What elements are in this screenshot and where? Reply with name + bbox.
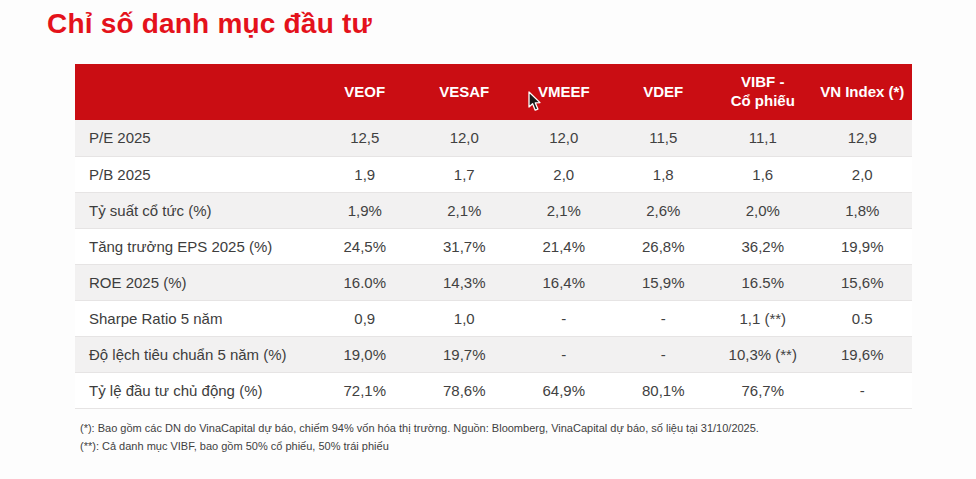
cell-value: 2,0 [813, 156, 913, 192]
cell-value: 10,3% (**) [713, 336, 813, 372]
cell-value: 1,8 [614, 156, 714, 192]
row-label: Độ lệch tiêu chuẩn 5 năm (%) [75, 336, 315, 372]
table-row: Tăng trưởng EPS 2025 (%)24,5%31,7%21,4%2… [75, 228, 912, 264]
cell-value: 16.0% [315, 264, 415, 300]
cell-value: 2,0% [713, 192, 813, 228]
cell-value: 72,1% [315, 372, 415, 408]
column-header-6: VN Index (*) [813, 64, 913, 120]
row-label: Sharpe Ratio 5 năm [75, 300, 315, 336]
column-header-5: VIBF - Cổ phiếu [713, 64, 813, 120]
cell-value: 26,8% [614, 228, 714, 264]
cell-value: 2,1% [415, 192, 515, 228]
cell-value: - [614, 336, 714, 372]
cell-value: 24,5% [315, 228, 415, 264]
cell-value: 19,9% [813, 228, 913, 264]
column-header-4: VDEF [614, 64, 714, 120]
cell-value: 1,0 [415, 300, 515, 336]
footnotes: (*): Bao gồm các DN do VinaCapital dự bá… [80, 420, 759, 456]
cell-value: 80,1% [614, 372, 714, 408]
column-header-metric [75, 64, 315, 120]
cell-value: 16.5% [713, 264, 813, 300]
row-label: Tăng trưởng EPS 2025 (%) [75, 228, 315, 264]
cell-value: 15,9% [614, 264, 714, 300]
cell-value: - [514, 336, 614, 372]
cell-value: 2,6% [614, 192, 714, 228]
cell-value: 16,4% [514, 264, 614, 300]
page-title: Chỉ số danh mục đầu tư [47, 8, 372, 40]
cell-value: 1,8% [813, 192, 913, 228]
cell-value: 12,5 [315, 120, 415, 156]
cell-value: 36,2% [713, 228, 813, 264]
cell-value: 64,9% [514, 372, 614, 408]
table-row: Tỷ lệ đầu tư chủ động (%)72,1%78,6%64,9%… [75, 372, 912, 408]
cell-value: 12,9 [813, 120, 913, 156]
cell-value: - [614, 300, 714, 336]
row-label: P/B 2025 [75, 156, 315, 192]
table-row: Tỷ suất cổ tức (%)1,9%2,1%2,1%2,6%2,0%1,… [75, 192, 912, 228]
cell-value: 15,6% [813, 264, 913, 300]
cell-value: 21,4% [514, 228, 614, 264]
table-row: ROE 2025 (%)16.0%14,3%16,4%15,9%16.5%15,… [75, 264, 912, 300]
cell-value: 0,9 [315, 300, 415, 336]
column-header-2: VESAF [415, 64, 515, 120]
row-label: ROE 2025 (%) [75, 264, 315, 300]
cell-value: 76,7% [713, 372, 813, 408]
cell-value: 12,0 [514, 120, 614, 156]
table-row: P/E 202512,512,012,011,511,112,9 [75, 120, 912, 156]
cell-value: - [813, 372, 913, 408]
cell-value: 14,3% [415, 264, 515, 300]
table-row: Sharpe Ratio 5 năm0,91,0--1,1 (**)0.5 [75, 300, 912, 336]
row-label: Tỷ lệ đầu tư chủ động (%) [75, 372, 315, 408]
cell-value: 1,9% [315, 192, 415, 228]
cell-value: 19,7% [415, 336, 515, 372]
cell-value: 78,6% [415, 372, 515, 408]
cell-value: 1,9 [315, 156, 415, 192]
table-row: P/B 20251,91,72,01,81,62,0 [75, 156, 912, 192]
cell-value: 1,1 (**) [713, 300, 813, 336]
cell-value: 11,1 [713, 120, 813, 156]
cell-value: 12,0 [415, 120, 515, 156]
table-body: P/E 202512,512,012,011,511,112,9P/B 2025… [75, 120, 912, 408]
cell-value: 2,1% [514, 192, 614, 228]
cell-value: - [514, 300, 614, 336]
footnote-double-asterisk: (**): Cả danh mục VIBF, bao gồm 50% cổ p… [80, 438, 759, 456]
slide: Chỉ số danh mục đầu tư VEOFVESAFVMEEFVDE… [0, 0, 976, 479]
footnote-asterisk: (*): Bao gồm các DN do VinaCapital dự bá… [80, 420, 759, 438]
table-row: Độ lệch tiêu chuẩn 5 năm (%)19,0%19,7%--… [75, 336, 912, 372]
cell-value: 1,7 [415, 156, 515, 192]
column-header-3: VMEEF [514, 64, 614, 120]
cell-value: 19,6% [813, 336, 913, 372]
row-label: P/E 2025 [75, 120, 315, 156]
cell-value: 0.5 [813, 300, 913, 336]
column-header-1: VEOF [315, 64, 415, 120]
cell-value: 11,5 [614, 120, 714, 156]
cell-value: 31,7% [415, 228, 515, 264]
portfolio-metrics-table: VEOFVESAFVMEEFVDEFVIBF - Cổ phiếuVN Inde… [75, 64, 912, 409]
row-label: Tỷ suất cổ tức (%) [75, 192, 315, 228]
table-header-row: VEOFVESAFVMEEFVDEFVIBF - Cổ phiếuVN Inde… [75, 64, 912, 120]
cell-value: 19,0% [315, 336, 415, 372]
cell-value: 1,6 [713, 156, 813, 192]
cell-value: 2,0 [514, 156, 614, 192]
